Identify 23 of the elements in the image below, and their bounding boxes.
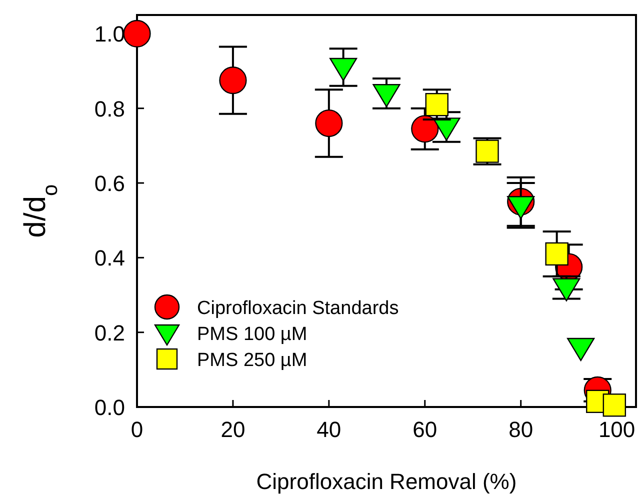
- x-tick-label: 40: [316, 417, 342, 442]
- point: [123, 20, 151, 48]
- y-tick-label: 0.0: [94, 395, 125, 420]
- point: [425, 93, 448, 116]
- point: [545, 242, 568, 266]
- y-tick-label: 0.2: [94, 320, 125, 346]
- legend-label: PMS 250 µM: [197, 350, 308, 371]
- y-tick-label: 0.4: [94, 246, 125, 271]
- x-tick-label: 80: [508, 417, 534, 442]
- y-tick-label: 1.0: [94, 22, 125, 47]
- point: [219, 66, 247, 94]
- x-tick-label: 20: [220, 417, 246, 442]
- legend-label: PMS 100 µM: [197, 324, 308, 345]
- y-tick-label: 0.8: [94, 96, 125, 122]
- y-tick-label: 0.6: [94, 171, 125, 196]
- x-axis-title: Ciprofloxacin Removal (%): [256, 469, 517, 494]
- point: [315, 109, 343, 138]
- legend-label: Ciprofloxacin Standards: [197, 298, 399, 319]
- x-tick-label: 60: [412, 417, 438, 442]
- x-tick-label: 0: [130, 417, 144, 442]
- point: [602, 394, 626, 417]
- point: [411, 115, 439, 143]
- x-tick-label: 100: [598, 417, 636, 442]
